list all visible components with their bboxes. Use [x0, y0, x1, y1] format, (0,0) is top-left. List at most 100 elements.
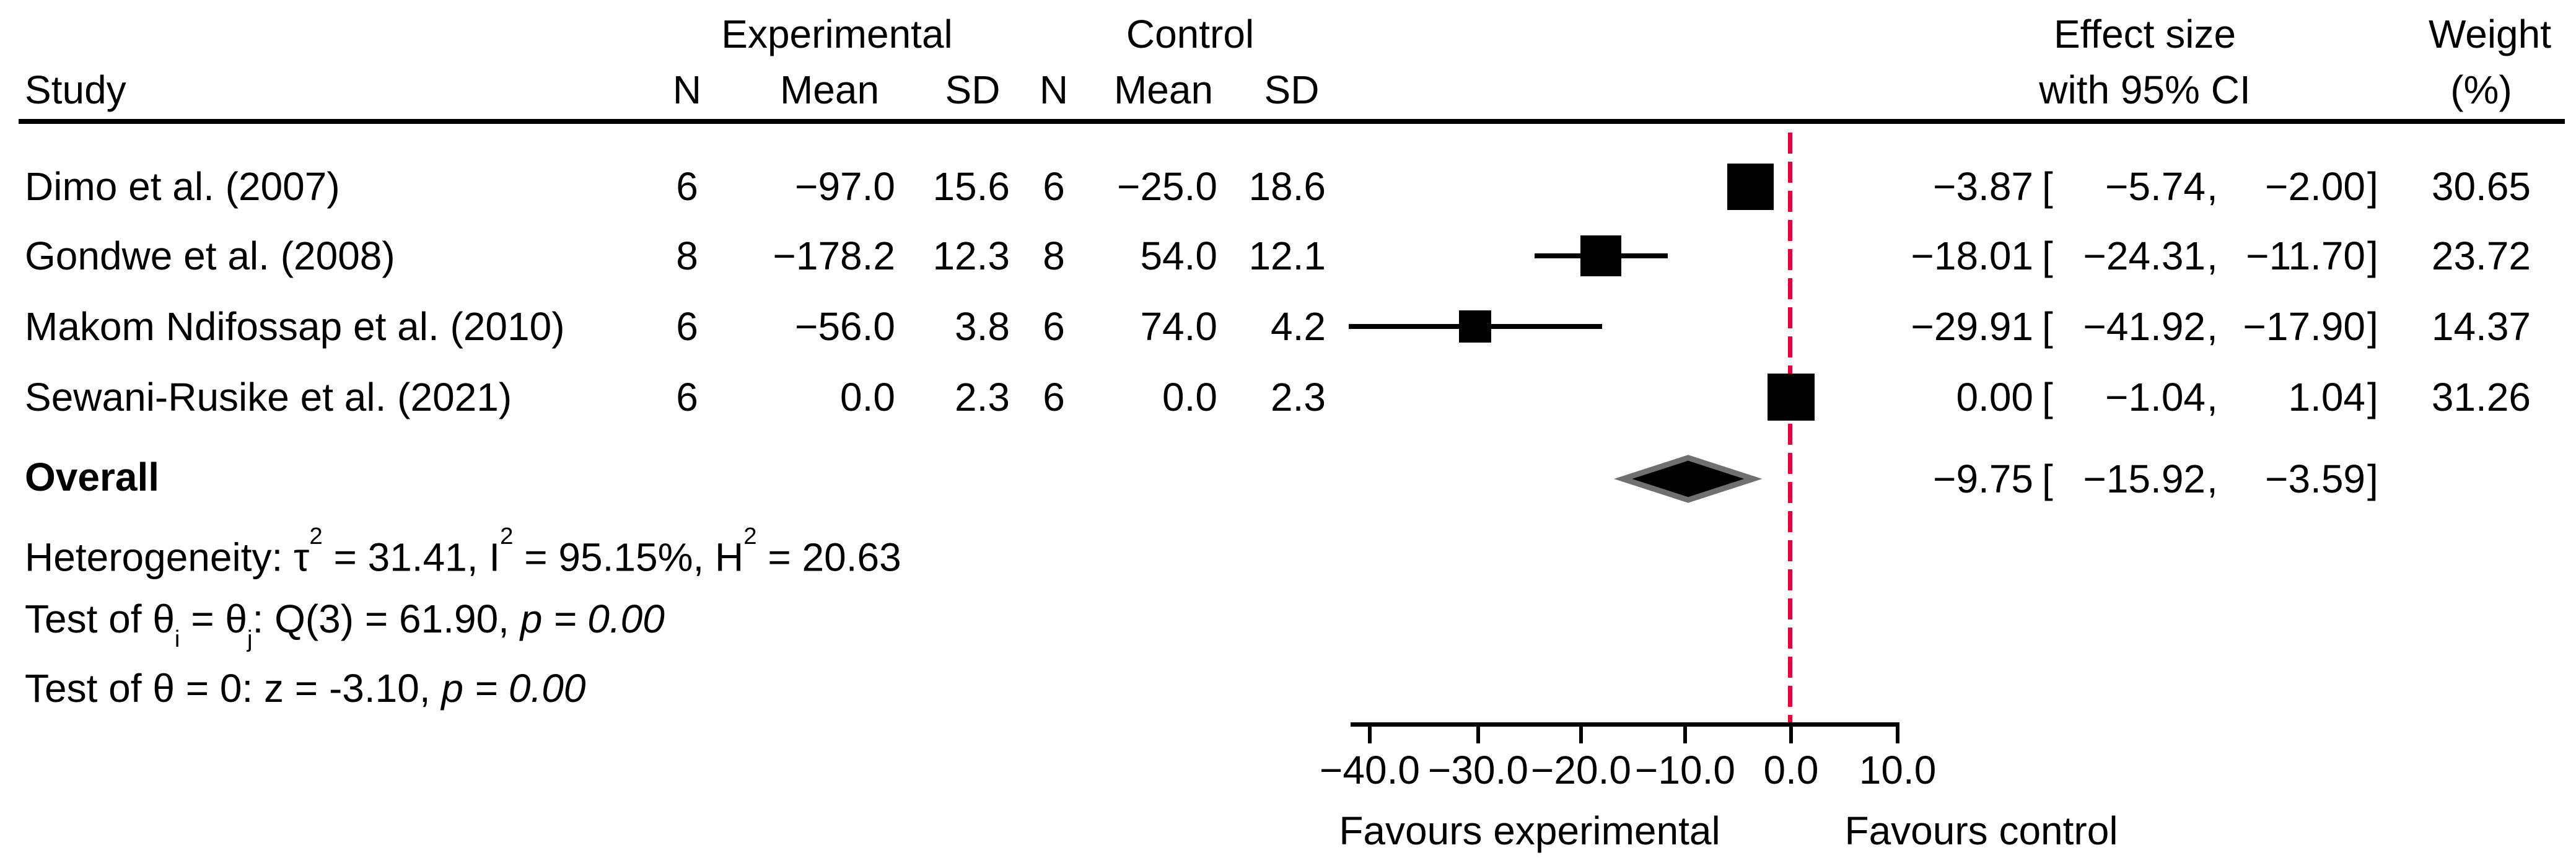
- weight-value: 30.65: [2431, 164, 2531, 209]
- exp-n: 6: [676, 375, 698, 419]
- ci-high: −17.90: [2243, 304, 2365, 349]
- exp-sd: 12.3: [932, 234, 1010, 278]
- ctrl-n: 6: [1043, 164, 1065, 209]
- favours-control-label: Favours control: [1844, 808, 2118, 853]
- header-weight-line1: Weight: [2428, 12, 2551, 56]
- header-group-control: Control: [1126, 12, 1255, 56]
- effect-size-square: [1459, 310, 1492, 343]
- ci-comma: ,: [2207, 304, 2218, 349]
- ci-low: −5.74: [2105, 164, 2206, 209]
- header-study: Study: [25, 68, 126, 112]
- study-label: Dimo et al. (2007): [25, 164, 340, 209]
- ci-high: 1.04: [2288, 375, 2365, 419]
- header-ctrl-sd: SD: [1264, 68, 1320, 112]
- x-tick-label: −20.0: [1531, 748, 1631, 792]
- weight-value: 23.72: [2431, 234, 2531, 278]
- ctrl-mean: 54.0: [1140, 234, 1217, 278]
- header-effect-size-line1: Effect size: [2053, 12, 2236, 56]
- x-tick-label: −40.0: [1320, 748, 1420, 792]
- x-tick-label: −30.0: [1428, 748, 1528, 792]
- header-effect-size-line2: with 95% CI: [2039, 68, 2251, 112]
- weight-value: 31.26: [2431, 375, 2531, 419]
- x-axis-tick: [1368, 727, 1372, 743]
- x-axis-tick: [1896, 727, 1899, 743]
- ctrl-mean: 74.0: [1140, 304, 1217, 349]
- ci-close-bracket: ]: [2367, 234, 2378, 278]
- ci-close-bracket: ]: [2367, 375, 2378, 419]
- ctrl-n: 8: [1043, 234, 1065, 278]
- es-value: −18.01: [1911, 234, 2033, 278]
- favours-experimental-label: Favours experimental: [1339, 808, 1720, 853]
- ci-close-bracket: ]: [2367, 304, 2378, 349]
- header-weight-line2: (%): [2450, 68, 2512, 112]
- ci-open-bracket: [: [2042, 304, 2053, 349]
- ctrl-n: 6: [1043, 375, 1065, 419]
- x-axis-tick: [1476, 727, 1480, 743]
- x-tick-label: −10.0: [1635, 748, 1735, 792]
- ci-high: −2.00: [2265, 164, 2365, 209]
- effect-size-square: [1768, 374, 1815, 421]
- exp-sd: 2.3: [955, 375, 1010, 419]
- exp-mean: −178.2: [773, 234, 895, 278]
- effect-size-square: [1580, 235, 1622, 276]
- test-z-line: Test of θ = 0: z = -3.10, p = 0.00: [25, 666, 586, 711]
- ci-low: −41.92: [2083, 304, 2206, 349]
- es-value: −3.87: [1933, 164, 2033, 209]
- header-group-experimental: Experimental: [721, 12, 953, 56]
- overall-ci-low: −15.92: [2083, 457, 2206, 501]
- ctrl-mean: 0.0: [1162, 375, 1217, 419]
- ci-open-bracket: [: [2042, 457, 2053, 501]
- exp-mean: 0.0: [840, 375, 895, 419]
- header-exp-mean: Mean: [779, 68, 880, 112]
- ctrl-mean: −25.0: [1117, 164, 1217, 209]
- ci-close-bracket: ]: [2367, 457, 2378, 501]
- x-tick-label: 10.0: [1859, 748, 1937, 792]
- header-ctrl-n: N: [1039, 68, 1069, 112]
- exp-sd: 15.6: [932, 164, 1010, 209]
- ci-open-bracket: [: [2042, 164, 2053, 209]
- ci-low: −24.31: [2083, 234, 2206, 278]
- header-ctrl-mean: Mean: [1113, 68, 1214, 112]
- heterogeneity-line: Heterogeneity: τ2 = 31.41, I2 = 95.15%, …: [25, 522, 901, 580]
- header-rule: [19, 119, 2565, 124]
- overall-es-value: −9.75: [1933, 457, 2033, 501]
- ci-comma: ,: [2207, 234, 2218, 278]
- weight-value: 14.37: [2431, 304, 2531, 349]
- ci-low: −1.04: [2105, 375, 2206, 419]
- study-label: Sewani-Rusike et al. (2021): [25, 375, 512, 419]
- overall-label: Overall: [25, 455, 160, 499]
- x-axis-tick: [1579, 727, 1583, 743]
- ci-comma: ,: [2207, 375, 2218, 419]
- x-axis-tick: [1683, 727, 1687, 743]
- ci-comma: ,: [2207, 164, 2218, 209]
- ctrl-n: 6: [1043, 304, 1065, 349]
- header-exp-n: N: [672, 68, 702, 112]
- header-exp-sd: SD: [945, 68, 1001, 112]
- es-value: 0.00: [1956, 375, 2033, 419]
- ctrl-sd: 4.2: [1271, 304, 1326, 349]
- ci-open-bracket: [: [2042, 234, 2053, 278]
- x-axis-tick: [1789, 727, 1793, 743]
- x-axis-line: [1351, 722, 1899, 727]
- ci-high: −11.70: [2246, 234, 2365, 278]
- es-value: −29.91: [1911, 304, 2033, 349]
- study-label: Makom Ndifossap et al. (2010): [25, 304, 565, 349]
- overall-ci-high: −3.59: [2265, 457, 2365, 501]
- ctrl-sd: 18.6: [1248, 164, 1326, 209]
- ctrl-sd: 12.1: [1248, 234, 1326, 278]
- exp-mean: −56.0: [795, 304, 895, 349]
- ci-comma: ,: [2207, 457, 2218, 501]
- exp-sd: 3.8: [955, 304, 1010, 349]
- ctrl-sd: 2.3: [1271, 375, 1326, 419]
- exp-n: 6: [676, 304, 698, 349]
- ci-open-bracket: [: [2042, 375, 2053, 419]
- exp-n: 6: [676, 164, 698, 209]
- exp-n: 8: [676, 234, 698, 278]
- study-label: Gondwe et al. (2008): [25, 234, 395, 278]
- exp-mean: −97.0: [795, 164, 895, 209]
- test-q-line: Test of θi = θj: Q(3) = 61.90, p = 0.00: [25, 597, 665, 653]
- effect-size-square: [1727, 163, 1774, 210]
